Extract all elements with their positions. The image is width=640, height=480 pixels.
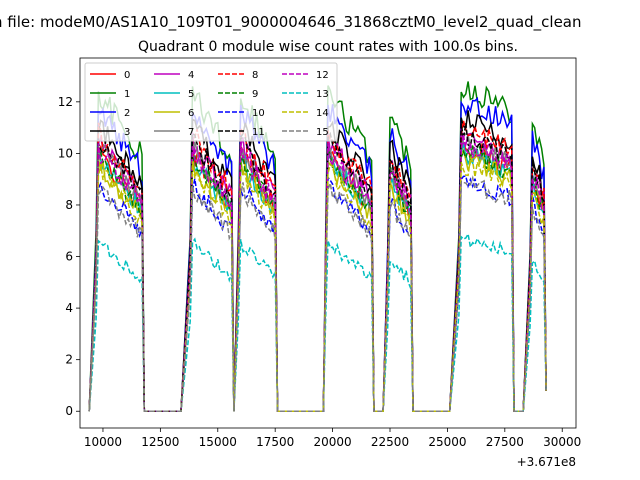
- y-tick-label: 10: [58, 146, 73, 160]
- series-line-4: [88, 126, 547, 412]
- series-line-0: [88, 138, 547, 412]
- legend-label: 2: [124, 108, 130, 119]
- y-tick-label: 2: [65, 353, 73, 367]
- y-tick-label: 8: [65, 198, 73, 212]
- x-tick-label: 30000: [543, 435, 581, 449]
- y-tick-label: 0: [65, 404, 73, 418]
- legend-label: 1: [124, 89, 130, 100]
- x-tick-label: 15000: [199, 435, 237, 449]
- series-line-10: [88, 175, 547, 412]
- y-tick-label: 6: [65, 250, 73, 264]
- legend-label: 12: [316, 70, 329, 81]
- x-tick-label: 12500: [141, 435, 179, 449]
- series-line-6: [88, 147, 547, 412]
- legend-box: [84, 62, 338, 142]
- series-line-15: [88, 175, 547, 412]
- x-tick-label: 20000: [313, 435, 351, 449]
- y-tick-label: 4: [65, 301, 73, 315]
- x-axis-offset-label: +3.671e8: [517, 455, 576, 469]
- x-tick-label: 22500: [371, 435, 409, 449]
- legend-label: 7: [188, 127, 194, 138]
- chart-title: Quadrant 0 module wise count rates with …: [138, 39, 518, 55]
- legend-label: 10: [252, 108, 265, 119]
- y-tick-label: 12: [58, 95, 73, 109]
- series-line-12: [88, 134, 547, 412]
- legend-label: 0: [124, 70, 130, 81]
- y-axis-ticks: 0 2 4 6 8 10 12: [58, 95, 80, 418]
- series-line-7: [88, 133, 547, 412]
- legend-label: 15: [316, 127, 329, 138]
- legend-label: 6: [188, 108, 194, 119]
- plot-frame: [79, 57, 577, 429]
- legend-label: 13: [316, 89, 329, 100]
- legend-label: 14: [316, 108, 329, 119]
- x-tick-label: 27500: [486, 435, 524, 449]
- legend-label: 5: [188, 89, 194, 100]
- legend-label: 8: [252, 70, 258, 81]
- series-line-11: [88, 123, 547, 412]
- series-line-13: [88, 231, 547, 412]
- legend-label: 9: [252, 89, 258, 100]
- figure-suptitle: n file: modeM0/AS1A10_109T01_9000004646_…: [0, 13, 582, 32]
- series-line-14: [88, 155, 547, 412]
- legend-label: 3: [124, 127, 130, 138]
- x-tick-label: 25000: [428, 435, 466, 449]
- x-axis-ticks: 10000 12500 15000 17500 20000 22500 25000 27500…: [84, 428, 581, 449]
- x-tick-label: 10000: [84, 435, 122, 449]
- x-tick-label: 17500: [256, 435, 294, 449]
- legend-label: 4: [188, 70, 194, 81]
- legend-label: 11: [252, 127, 265, 138]
